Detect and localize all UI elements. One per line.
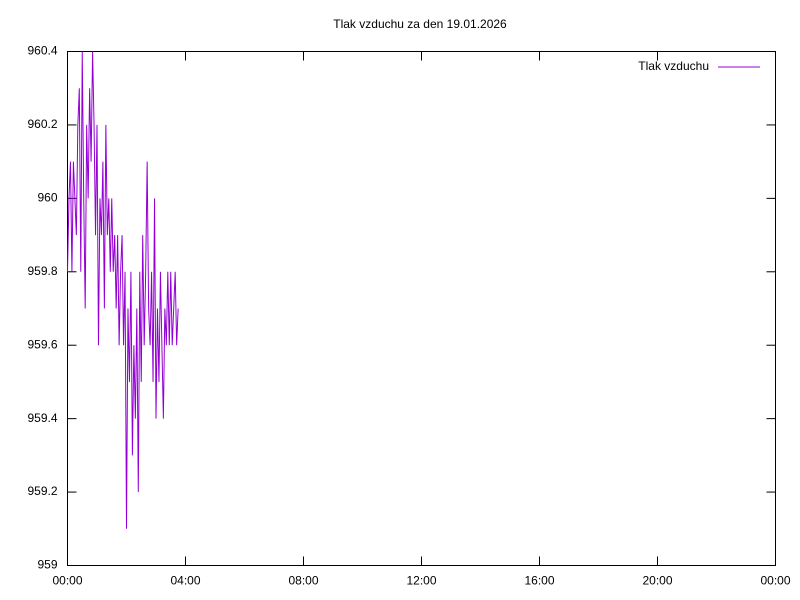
y-tick-label: 960.2 [27, 117, 57, 131]
x-tick-label: 04:00 [170, 574, 200, 588]
y-tick-label: 959.6 [27, 337, 57, 351]
x-tick-label: 00:00 [760, 574, 790, 588]
y-tick-label: 960.4 [27, 44, 57, 58]
y-tick-label: 959 [37, 558, 57, 572]
x-tick-label: 16:00 [524, 574, 554, 588]
x-tick-label: 08:00 [288, 574, 318, 588]
data-line [67, 51, 179, 529]
x-tick-label: 00:00 [52, 574, 82, 588]
y-tick-label: 960 [37, 191, 57, 205]
y-tick-label: 959.4 [27, 411, 57, 425]
y-tick-label: 959.2 [27, 484, 57, 498]
x-tick-label: 20:00 [642, 574, 672, 588]
x-tick-label: 12:00 [406, 574, 436, 588]
y-tick-label: 959.8 [27, 264, 57, 278]
chart-title: Tlak vzduchu za den 19.01.2026 [333, 17, 507, 31]
legend-label: Tlak vzduchu [638, 59, 709, 73]
